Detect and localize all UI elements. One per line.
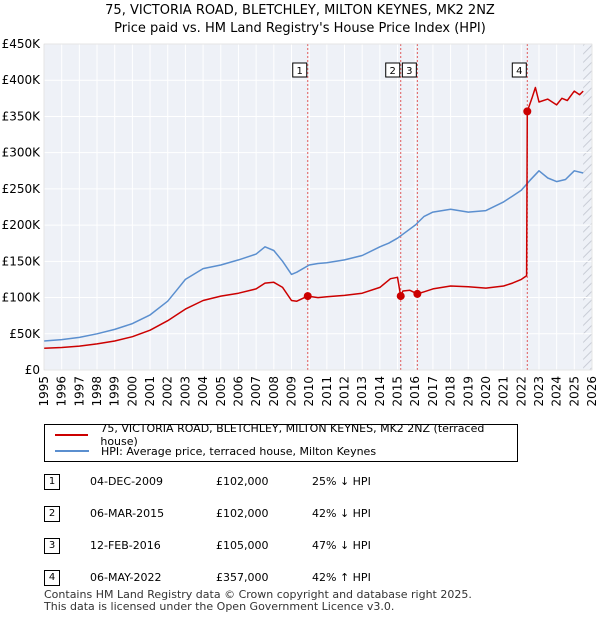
- y-tick-label: £400K: [2, 73, 42, 87]
- sale-number-badge: 1: [44, 474, 60, 490]
- x-axis: 1995 1996 1997 1998 1999 2000 2001 2002 2003 2004…: [37, 376, 599, 407]
- x-tick-label: 2025: [567, 376, 581, 407]
- x-tick-label: 1998: [90, 376, 104, 407]
- x-tick-label: 2001: [143, 376, 157, 407]
- x-tick-label: 2017: [426, 376, 440, 407]
- sale-price: £357,000: [216, 571, 269, 584]
- y-tick-label: £50K: [9, 327, 41, 341]
- y-tick-label: £0: [25, 363, 40, 377]
- y-tick-label: £100K: [2, 291, 42, 305]
- legend-item-hpi: HPI: Average price, terraced house, Milt…: [55, 443, 376, 459]
- x-tick-label: 1999: [108, 376, 122, 407]
- footer-credits: Contains HM Land Registry data © Crown c…: [44, 589, 472, 613]
- x-tick-label: 2010: [302, 376, 316, 407]
- chart-title: 75, VICTORIA ROAD, BLETCHLEY, MILTON KEY…: [105, 3, 495, 18]
- future-hatch: [583, 44, 592, 370]
- x-tick-label: 2023: [532, 376, 546, 407]
- sale-price: £102,000: [216, 475, 269, 488]
- sale-date: 06-MAR-2015: [90, 507, 165, 520]
- sale-annotation-label: 1: [297, 66, 303, 77]
- footer-line-copyright: Contains HM Land Registry data © Crown c…: [44, 588, 472, 601]
- plot-border: [43, 43, 593, 371]
- sale-marker: [303, 292, 312, 301]
- series-line-hpi: [43, 170, 584, 342]
- x-tick-label: 1995: [37, 376, 51, 407]
- sale-marker: [396, 292, 405, 301]
- x-tick-label: 1997: [72, 376, 86, 407]
- legend: 75, VICTORIA ROAD, BLETCHLEY, MILTON KEY…: [44, 422, 518, 462]
- sale-annotation-box: 4: [511, 62, 527, 78]
- x-tick-label: 2021: [497, 376, 511, 407]
- x-tick-label: 2000: [125, 376, 139, 407]
- chart-title-block: 75, VICTORIA ROAD, BLETCHLEY, MILTON KEY…: [0, 2, 600, 38]
- sale-annotation-box: 3: [401, 62, 417, 78]
- table-row: 2 06-MAR-2015 £102,000 42% ↓ HPI: [44, 506, 444, 526]
- x-tick-label: 2014: [373, 376, 387, 407]
- legend-swatch-property: [55, 434, 89, 436]
- y-tick-label: £300K: [2, 146, 42, 160]
- y-tick-label: £450K: [2, 37, 42, 51]
- y-tick-label: £150K: [2, 254, 42, 268]
- series-lines: [43, 86, 584, 350]
- sale-annotation-label: 3: [406, 66, 412, 77]
- y-axis: £0 £50K £100K £150K £200K £250K £300K £350K £400…: [2, 37, 42, 377]
- x-tick-label: 2020: [479, 376, 493, 407]
- sale-marker: [523, 107, 532, 116]
- legend-item-property: 75, VICTORIA ROAD, BLETCHLEY, MILTON KEY…: [55, 422, 517, 448]
- sale-hpi-diff: 42% ↑ HPI: [312, 571, 371, 584]
- legend-label-hpi: HPI: Average price, terraced house, Milt…: [101, 444, 377, 458]
- plot-area: [44, 44, 592, 370]
- x-tick-label: 2019: [461, 376, 475, 407]
- x-tick-label: 2008: [267, 376, 281, 407]
- y-tick-label: £250K: [2, 182, 42, 196]
- x-tick-label: 2016: [408, 376, 422, 407]
- table-row: 3 12-FEB-2016 £105,000 47% ↓ HPI: [44, 538, 444, 558]
- x-tick-label: 2011: [320, 376, 334, 407]
- x-tick-label: 2018: [444, 376, 458, 407]
- x-tick-label: 1996: [55, 376, 69, 407]
- legend-swatch-hpi: [55, 450, 89, 452]
- y-tick-label: £350K: [2, 109, 42, 123]
- sale-marker: [413, 289, 422, 298]
- x-tick-label: 2009: [284, 376, 298, 407]
- x-tick-label: 2015: [391, 376, 405, 407]
- x-tick-label: 2007: [249, 376, 263, 407]
- x-tick-label: 2004: [196, 376, 210, 407]
- series-line-property: [43, 86, 584, 350]
- sale-number-badge: 3: [44, 538, 60, 554]
- x-tick-label: 2024: [550, 376, 564, 407]
- sale-annotation-box: 2: [385, 62, 401, 78]
- x-tick-label: 2022: [514, 376, 528, 407]
- sale-date: 04-DEC-2009: [90, 475, 164, 488]
- x-tick-label: 2006: [231, 376, 245, 407]
- sale-hpi-diff: 25% ↓ HPI: [312, 475, 371, 488]
- sale-date: 12-FEB-2016: [90, 539, 161, 552]
- sale-number-badge: 2: [44, 506, 60, 522]
- sale-price: £105,000: [216, 539, 269, 552]
- table-row: 4 06-MAY-2022 £357,000 42% ↑ HPI: [44, 570, 444, 590]
- sale-annotation-box: 1: [292, 62, 308, 78]
- price-chart: £0 £50K £100K £150K £200K £250K £300K £350K £400…: [2, 37, 599, 407]
- x-tick-label: 2005: [214, 376, 228, 407]
- table-row: 1 04-DEC-2009 £102,000 25% ↓ HPI: [44, 474, 444, 494]
- sale-annotation-label: 2: [390, 66, 396, 77]
- x-tick-label: 2013: [355, 376, 369, 407]
- sale-number-badge: 4: [44, 570, 60, 586]
- x-tick-label: 2026: [585, 376, 599, 407]
- chart-subtitle: Price paid vs. HM Land Registry's House …: [114, 21, 486, 36]
- sale-price: £102,000: [216, 507, 269, 520]
- y-tick-label: £200K: [2, 218, 42, 232]
- footer-line-licence: This data is licensed under the Open Gov…: [44, 600, 395, 613]
- sale-annotation-label: 4: [516, 66, 522, 77]
- x-tick-label: 2002: [161, 376, 175, 407]
- sale-date: 06-MAY-2022: [90, 571, 162, 584]
- sale-hpi-diff: 47% ↓ HPI: [312, 539, 371, 552]
- sale-markers: [303, 107, 532, 301]
- legend-label-property: 75, VICTORIA ROAD, BLETCHLEY, MILTON KEY…: [100, 422, 485, 448]
- x-tick-label: 2003: [178, 376, 192, 407]
- x-tick-label: 2012: [338, 376, 352, 407]
- sale-hpi-diff: 42% ↓ HPI: [312, 507, 371, 520]
- future-hatch-region: [583, 44, 592, 370]
